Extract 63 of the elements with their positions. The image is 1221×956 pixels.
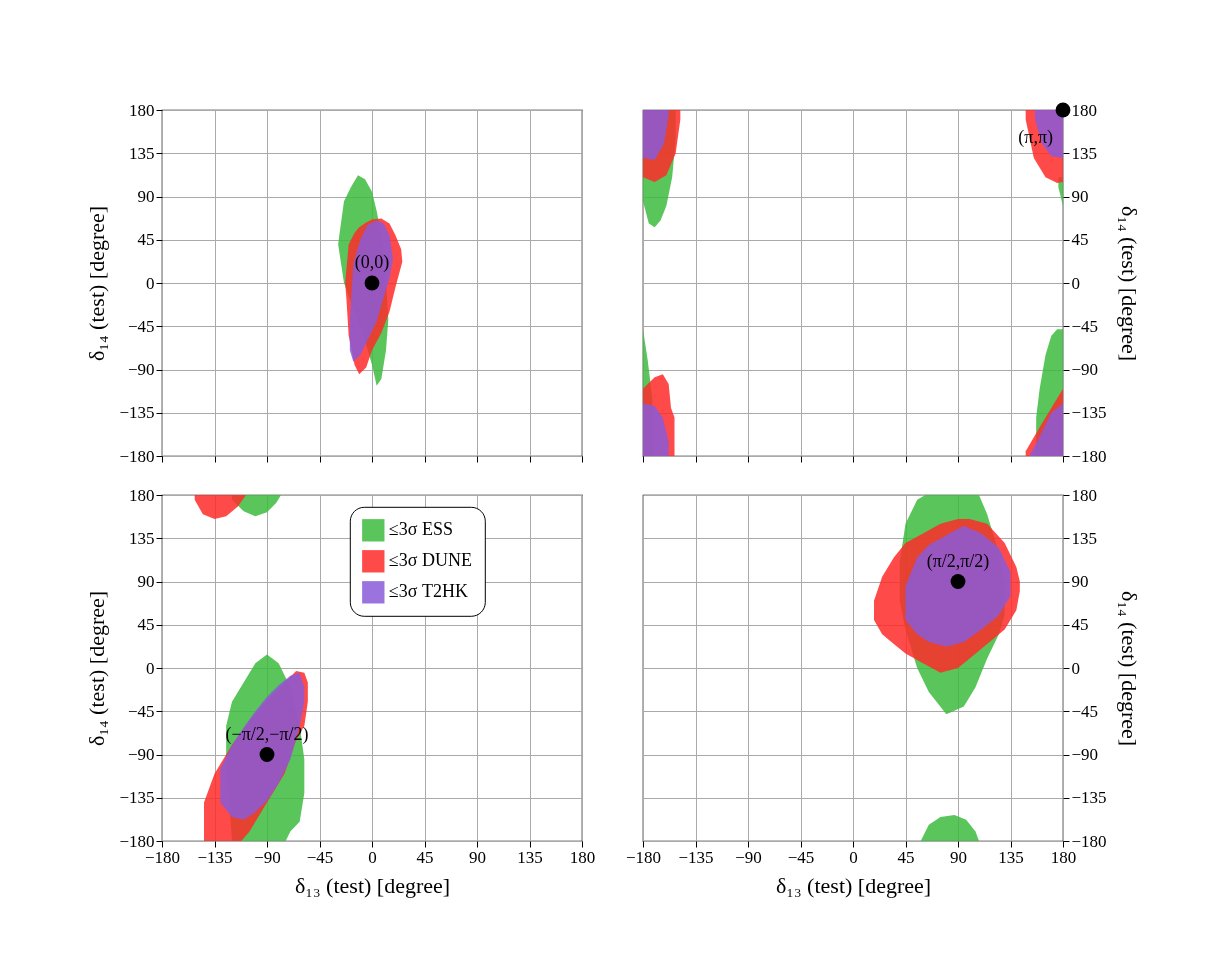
y-tick-label: 90 [1071,572,1089,591]
x-tick-label: 90 [950,847,967,867]
x-tick-label: 0 [849,847,858,867]
x-tick-label: 0 [368,847,377,867]
y-tick-label: −180 [119,831,155,851]
y-tick-label: 45 [137,615,155,635]
y-tick-label: 0 [146,658,155,678]
x-tick-label: 90 [469,847,486,867]
y-tick-label: 45 [137,230,155,250]
x-tick-label: 45 [897,847,915,867]
x-tick-label: −135 [197,847,233,867]
y-tick-label: 45 [1071,615,1089,635]
y-axis-title: δ₁₄ (test) [degree] [1116,205,1142,362]
y-tick-label: −135 [1071,403,1107,423]
x-tick-label: −90 [735,847,762,867]
x-tick-label: 45 [416,847,434,867]
y-tick-label: 180 [1071,100,1097,120]
annotation: (0,0) [354,252,390,273]
y-tick-label: 135 [1071,143,1097,163]
y-tick-label: 0 [1071,658,1080,678]
y-tick-label: −90 [1071,360,1099,379]
y-tick-label: 180 [1071,485,1097,505]
x-tick-label: −90 [254,847,281,867]
x-tick-label: −180 [625,847,662,867]
y-tick-label: 135 [1071,528,1097,548]
y-axis-title: δ₁₄ (test) [degree] [84,590,110,747]
y-tick-label: −90 [127,360,155,379]
y-tick-label: −90 [127,745,155,764]
y-tick-label: 0 [1071,273,1080,293]
y-tick-label: 90 [137,572,155,591]
y-tick-label: −45 [127,316,155,336]
y-tick-label: −135 [119,788,155,808]
y-tick-label: 90 [137,187,155,206]
y-tick-label: −135 [1071,788,1107,808]
annotation: (π/2,π/2) [926,550,990,572]
y-tick-label: −180 [119,446,155,466]
x-tick-label: −45 [787,847,815,867]
y-axis-title: δ₁₄ (test) [degree] [84,205,110,362]
y-tick-label: 0 [146,273,155,293]
x-tick-label: 135 [517,847,543,867]
x-axis-title: δ₁₃ (test) [degree] [294,872,451,898]
x-axis-title: δ₁₃ (test) [degree] [775,872,932,898]
legend-label: ≤3σ T2HK [388,581,468,602]
y-tick-label: −45 [127,701,155,721]
y-axis-title: δ₁₄ (test) [degree] [1116,590,1142,747]
y-tick-label: −90 [1071,745,1099,764]
x-tick-label: 135 [998,847,1024,867]
legend-label: ≤3σ ESS [388,519,453,540]
y-tick-label: 90 [1071,187,1089,206]
x-tick-label: −135 [678,847,714,867]
y-tick-label: −180 [1071,831,1107,851]
y-tick-label: −135 [119,403,155,423]
y-tick-label: 135 [129,143,155,163]
y-tick-label: 45 [1071,230,1089,250]
y-tick-label: −45 [1071,316,1099,336]
y-tick-label: −180 [1071,446,1107,466]
x-tick-label: −45 [306,847,334,867]
y-tick-label: 180 [129,100,155,120]
y-tick-label: 180 [129,485,155,505]
legend-label: ≤3σ DUNE [388,550,472,571]
y-tick-label: 135 [129,528,155,548]
x-tick-label: 180 [569,847,596,867]
y-tick-label: −45 [1071,701,1099,721]
